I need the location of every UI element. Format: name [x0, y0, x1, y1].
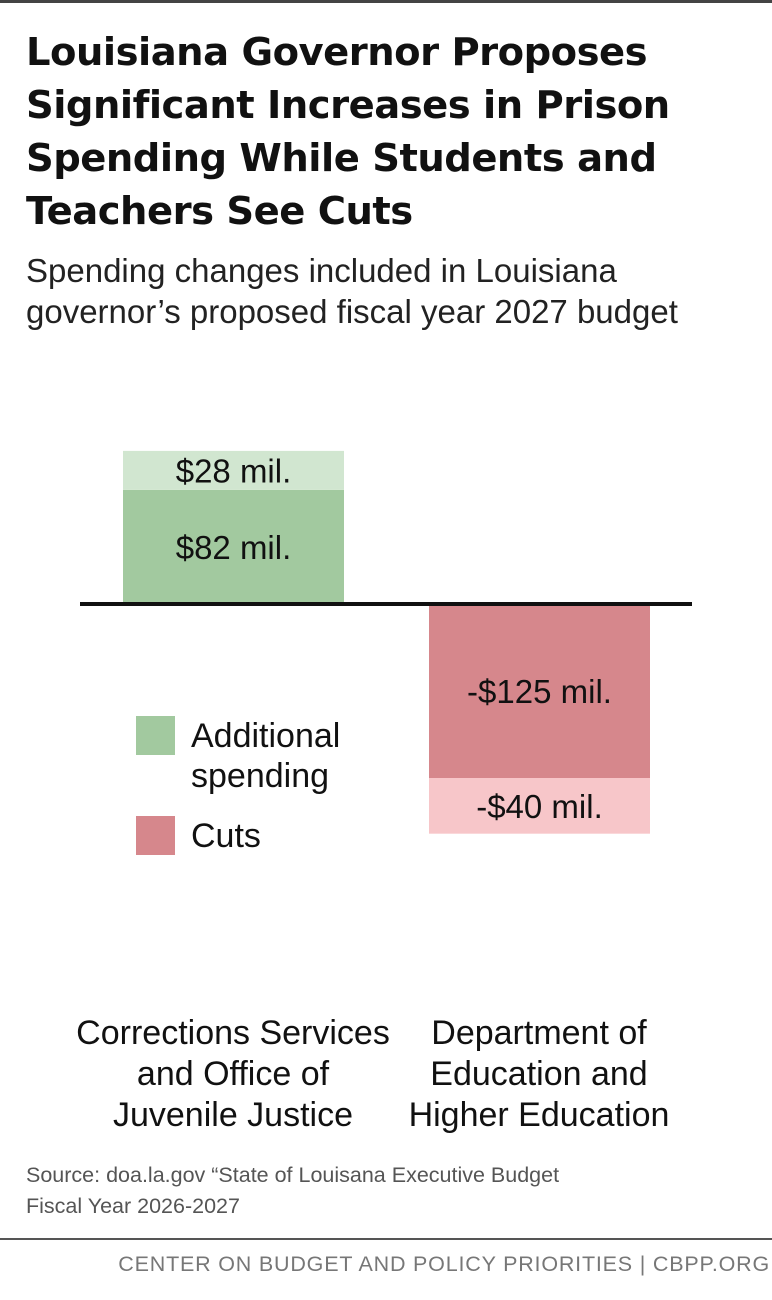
legend-label-additional-spending: Additional spending: [191, 716, 391, 796]
category-label-line: Department of: [431, 1014, 647, 1052]
source-line: Source: doa.la.gov “State of Louisana Ex…: [26, 1163, 560, 1187]
category-label-line: Education and: [430, 1055, 648, 1093]
chart-title: Louisiana Governor Proposes Significant …: [26, 30, 670, 234]
bar-segment-cut-light: [429, 778, 650, 834]
bar-segment-increase-light: [123, 450, 344, 490]
bar-chart: $82 mil. $28 mil. -$125 mil. -$40 mil.: [80, 450, 692, 834]
bottom-rule: [0, 1238, 772, 1240]
legend-label-line: Additional: [191, 717, 341, 755]
chart-subtitle: Spending changes included in Louisiana g…: [26, 252, 678, 330]
bar-value-label: -$125 mil.: [467, 673, 612, 710]
category-label-line: and Office of: [136, 1055, 330, 1093]
bar-value-label: $28 mil.: [176, 452, 292, 489]
legend-swatch-additional-spending: [136, 716, 175, 755]
legend-label-line: Cuts: [191, 817, 261, 855]
bar-value-label: $82 mil.: [176, 529, 292, 566]
source-note: Source: doa.la.gov “State of Louisana Ex…: [26, 1160, 756, 1222]
category-label-line: Corrections Services: [76, 1014, 390, 1052]
legend-label-cuts: Cuts: [191, 816, 391, 856]
category-label-education: Department of Education and Higher Educa…: [374, 1013, 704, 1136]
footer-credit: CENTER ON BUDGET AND POLICY PRIORITIES |…: [118, 1252, 770, 1276]
top-rule: [0, 0, 772, 3]
source-line: Fiscal Year 2026-2027: [26, 1194, 240, 1218]
bar-value-label: -$40 mil.: [476, 788, 603, 825]
category-label-line: Juvenile Justice: [112, 1096, 353, 1134]
category-label-corrections: Corrections Services and Office of Juven…: [68, 1013, 398, 1136]
bar-segment-increase-dark: [123, 489, 344, 604]
legend-swatch-cuts: [136, 816, 175, 855]
legend-label-line: spending: [191, 757, 330, 795]
category-label-line: Higher Education: [408, 1096, 670, 1134]
bar-segment-cut-dark: [429, 604, 650, 778]
